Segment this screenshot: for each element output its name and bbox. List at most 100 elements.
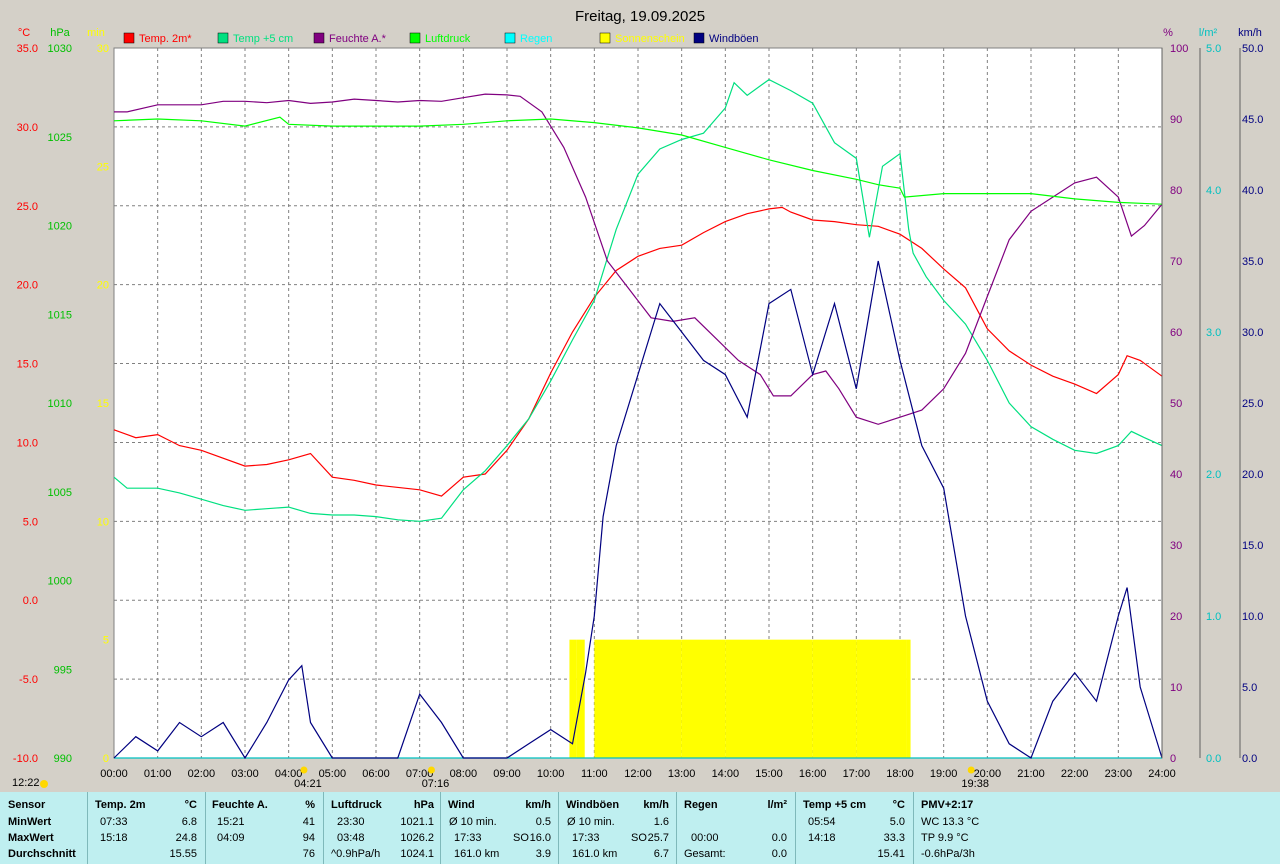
wind-max-time: 17:33 — [454, 832, 482, 844]
humidity-tick-label: 0 — [1170, 753, 1176, 765]
feuchte-max-value: 94 — [302, 832, 315, 844]
series-lines — [113, 78, 1163, 760]
wind-tick-label: 5.0 — [1242, 682, 1257, 694]
legend-label: Temp. 2m* — [139, 33, 192, 45]
feuchte-unit: % — [305, 799, 315, 811]
humidity-tick-label: 70 — [1170, 256, 1182, 268]
x-tick-label: 06:00 — [362, 768, 390, 780]
sunshine-bar — [856, 639, 900, 758]
temp-tick-label: 10.0 — [17, 437, 38, 449]
sun_minutes-tick-label: 10 — [97, 516, 109, 528]
temp-tick-label: 15.0 — [17, 359, 38, 371]
temp-tick-label: 0.0 — [23, 595, 38, 607]
rain-tick-label: 5.0 — [1206, 43, 1221, 55]
humidity-tick-label: 10 — [1170, 682, 1182, 694]
wind-tick-label: 20.0 — [1242, 469, 1263, 481]
wind-tick-label: 40.0 — [1242, 185, 1263, 197]
sun_minutes-tick-label: 20 — [97, 280, 109, 292]
section-regen: Regen l/m² 00:00 0.0 Gesamt: 0.0 — [677, 792, 796, 864]
wind-tick-label: 10.0 — [1242, 611, 1263, 623]
temp2m-max-value: 24.8 — [175, 832, 197, 844]
sun_minutes-tick-label: 0 — [103, 753, 109, 765]
temp-tick-label: 30.0 — [17, 122, 38, 134]
wind-tick-label: 25.0 — [1242, 398, 1263, 410]
sun-marker-icon — [967, 766, 975, 774]
sunshine-bar — [725, 639, 769, 758]
legend-swatch — [504, 32, 516, 44]
section-temp5cm: Temp +5 cm °C 05:54 5.0 14:18 33.3 15.41 — [796, 792, 914, 864]
feuchte-min-time: 15:21 — [217, 816, 245, 828]
sunshine-bar — [638, 639, 682, 758]
sunshine-bar — [906, 639, 911, 758]
temp5cm-avg: 15.41 — [877, 848, 905, 860]
wind-max-value: 16.0 — [529, 832, 551, 844]
legend-label: Feuchte A.* — [329, 33, 387, 45]
regen-max-time: 00:00 — [691, 832, 719, 844]
regen-total-label: Gesamt: — [684, 848, 726, 860]
legend-swatch — [693, 32, 705, 44]
sun_minutes-tick-label: 5 — [103, 635, 109, 647]
temp-tick-label: 35.0 — [17, 43, 38, 55]
x-tick-label: 10:00 — [537, 768, 565, 780]
regen-total-value: 0.0 — [771, 848, 787, 860]
legend-swatch — [217, 32, 229, 44]
luftdruck-max-value: 1026.2 — [400, 832, 434, 844]
pressure-tick-label: 995 — [54, 664, 72, 676]
regen-max-value: 0.0 — [771, 832, 787, 844]
wind-avg10-label: Ø 10 min. — [449, 816, 497, 828]
sunshine-bars — [569, 639, 911, 758]
x-tick-label: 23:00 — [1105, 768, 1133, 780]
luftdruck-min-value: 1021.1 — [400, 816, 434, 828]
x-tick-label: 08:00 — [450, 768, 478, 780]
humidity-tick-label: 20 — [1170, 611, 1182, 623]
temp5cm-min-time: 05:54 — [808, 816, 836, 828]
temp-tick-label: -5.0 — [19, 674, 38, 686]
x-tick-label: 05:00 — [319, 768, 347, 780]
sunshine-bar — [812, 639, 857, 758]
temp2m-max-time: 15:18 — [100, 832, 128, 844]
sunshine-bar — [681, 639, 726, 758]
x-tick-label: 03:00 — [231, 768, 259, 780]
humidity-tick-label: 40 — [1170, 469, 1182, 481]
legend: Temp. 2m* Temp +5 cm Feuchte A.* Luftdruck R… — [123, 32, 759, 45]
series-line-temp-2m — [113, 206, 1163, 497]
windboen-avg10-label: Ø 10 min. — [567, 816, 615, 828]
legend-swatch — [409, 32, 421, 44]
wind-distance: 161.0 km — [454, 848, 500, 860]
sun-icon — [40, 780, 48, 788]
wind-tick-label: 30.0 — [1242, 327, 1263, 339]
pressure-tick-label: 1015 — [48, 309, 72, 321]
humidity-tick-label: 50 — [1170, 398, 1182, 410]
pmv-wc: WC 13.3 °C — [921, 816, 980, 828]
pressure-tick-label: 1000 — [48, 576, 72, 588]
row-labels: Sensor MinWert MaxWert Durchschnitt — [0, 792, 88, 864]
chart-title: Freitag, 19.09.2025 — [575, 8, 705, 25]
windboen-max-value: 25.7 — [647, 832, 669, 844]
pmv-tp: TP 9.9 °C — [921, 832, 969, 844]
wind-unit: km/h — [525, 799, 551, 811]
pressure-tick-label: 1010 — [48, 398, 72, 410]
series-line-luftdruck — [113, 116, 1163, 205]
time-marker-label: 19:38 — [961, 778, 989, 790]
windboen-avg10-value: 1.6 — [653, 816, 669, 828]
humidity-tick-label: 90 — [1170, 114, 1182, 126]
legend-swatch — [599, 32, 611, 44]
windboen-distance: 161.0 km — [572, 848, 618, 860]
x-tick-label: 12:00 — [624, 768, 652, 780]
series-line-feuchte-a — [114, 93, 1163, 425]
humidity-tick-label: 30 — [1170, 540, 1182, 552]
x-tick-label: 22:00 — [1061, 768, 1089, 780]
summary-table: Sensor MinWert MaxWert Durchschnitt Temp… — [0, 792, 1280, 864]
humidity-tick-label: 100 — [1170, 43, 1188, 55]
rain-tick-label: 1.0 — [1206, 611, 1221, 623]
temp2m-min-time: 07:33 — [100, 816, 128, 828]
legend-swatch — [313, 32, 325, 44]
x-tick-label: 00:00 — [100, 768, 128, 780]
windboen-max-time: 17:33 — [572, 832, 600, 844]
rain-tick-label: 3.0 — [1206, 327, 1221, 339]
legend-label: Luftdruck — [425, 33, 471, 45]
feuchte-avg: 76 — [302, 848, 315, 860]
weather-chart: Freitag, 19.09.2025 00:00 01:00 02:00 03:00… — [12, 8, 1264, 790]
section-wind: Wind km/h Ø 10 min. 0.5 17:33 SO 16.0 16… — [441, 792, 559, 864]
pmv-title: PMV+2:17 — [921, 799, 974, 811]
